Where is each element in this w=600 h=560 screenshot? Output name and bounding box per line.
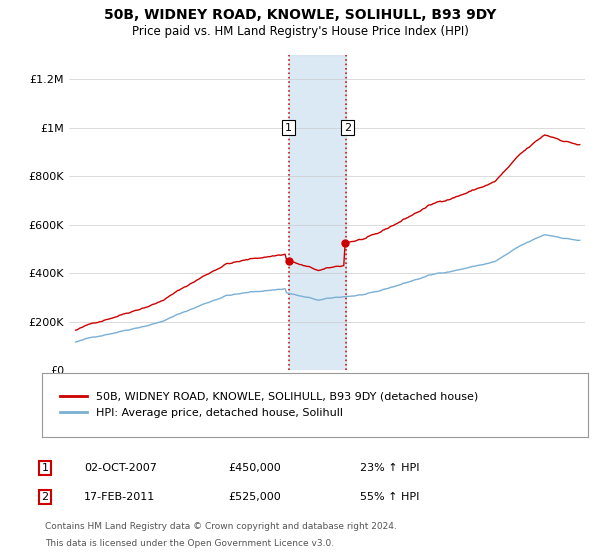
Bar — [289, 55, 346, 370]
Text: This data is licensed under the Open Government Licence v3.0.: This data is licensed under the Open Gov… — [45, 539, 334, 548]
Text: £450,000: £450,000 — [228, 463, 281, 473]
Text: 02-OCT-2007: 02-OCT-2007 — [84, 463, 157, 473]
Text: 1: 1 — [41, 463, 49, 473]
Text: 17-FEB-2011: 17-FEB-2011 — [84, 492, 155, 502]
Text: £525,000: £525,000 — [228, 492, 281, 502]
Text: 50B, WIDNEY ROAD, KNOWLE, SOLIHULL, B93 9DY: 50B, WIDNEY ROAD, KNOWLE, SOLIHULL, B93 … — [104, 8, 496, 22]
Text: 2: 2 — [344, 123, 351, 133]
Text: Price paid vs. HM Land Registry's House Price Index (HPI): Price paid vs. HM Land Registry's House … — [131, 25, 469, 38]
Text: 23% ↑ HPI: 23% ↑ HPI — [360, 463, 419, 473]
Text: 55% ↑ HPI: 55% ↑ HPI — [360, 492, 419, 502]
Text: 2: 2 — [41, 492, 49, 502]
Legend: 50B, WIDNEY ROAD, KNOWLE, SOLIHULL, B93 9DY (detached house), HPI: Average price: 50B, WIDNEY ROAD, KNOWLE, SOLIHULL, B93 … — [53, 385, 485, 425]
Text: 1: 1 — [285, 123, 292, 133]
Text: Contains HM Land Registry data © Crown copyright and database right 2024.: Contains HM Land Registry data © Crown c… — [45, 522, 397, 531]
